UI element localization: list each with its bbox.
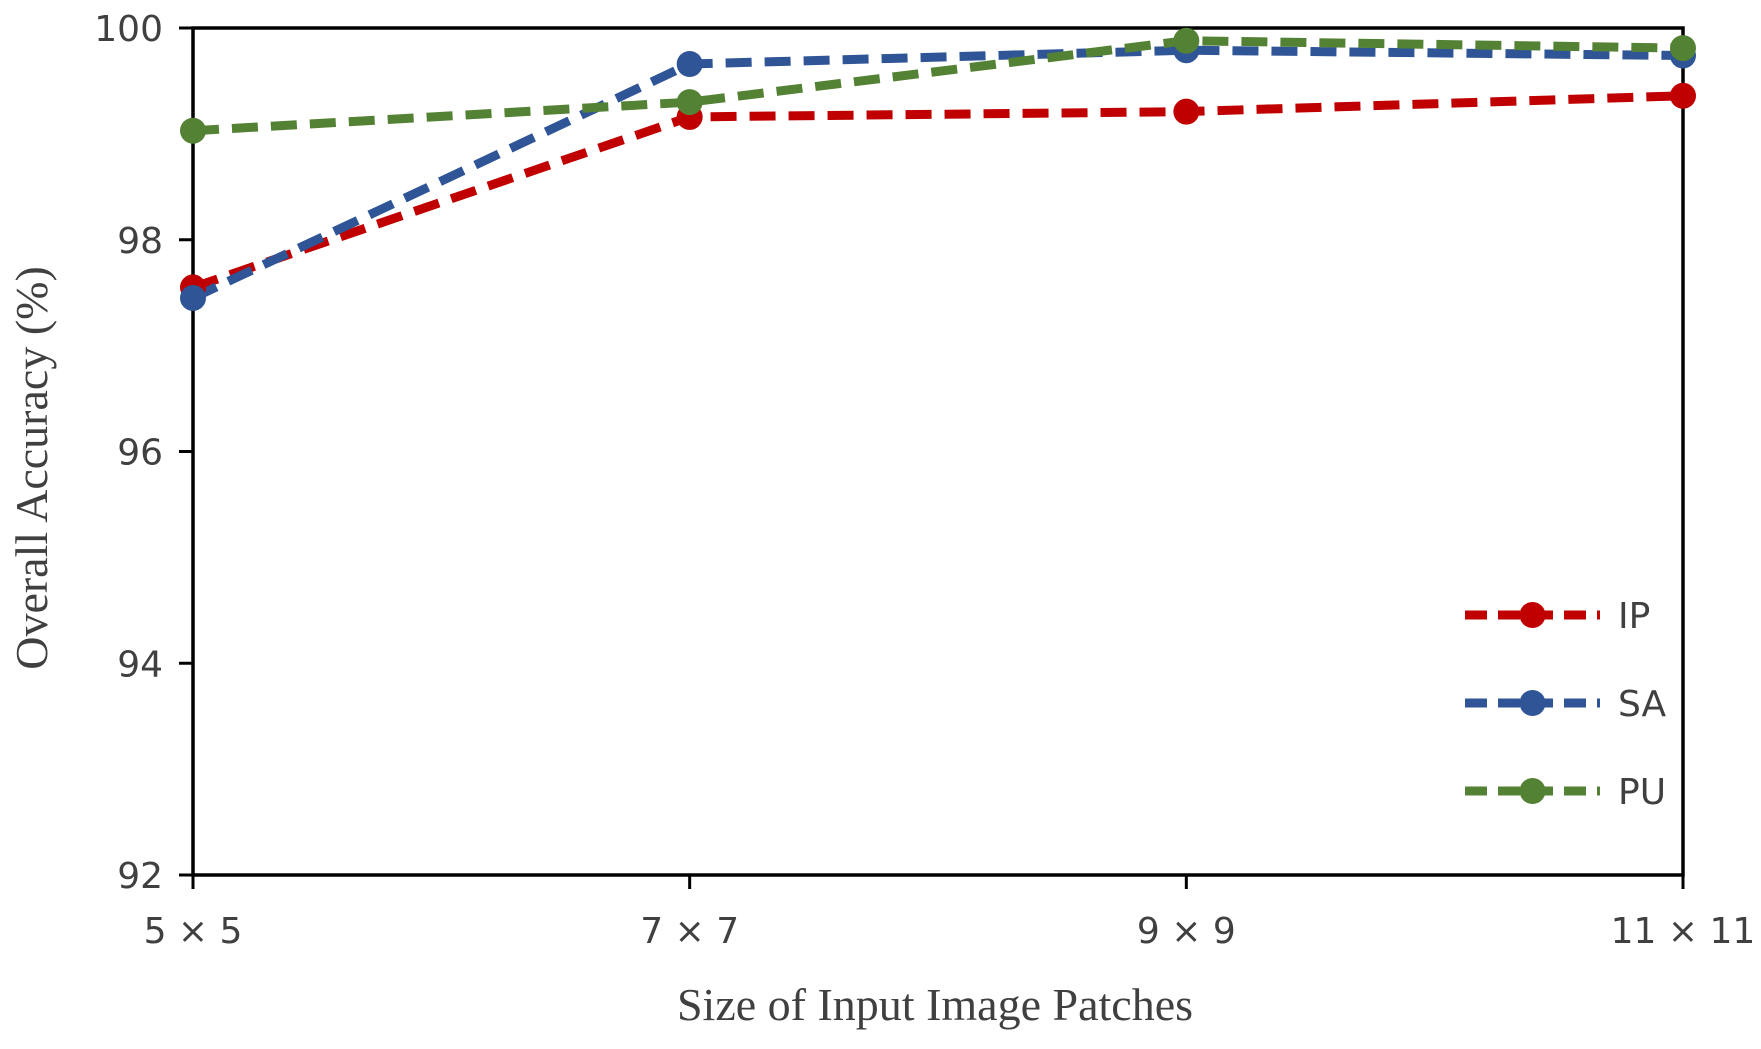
- legend: IP SA PU: [1465, 596, 1667, 813]
- legend-marker-sa: [1519, 690, 1546, 716]
- x-axis-title: Size of Input Image Patches: [677, 979, 1193, 1030]
- legend-label-sa: SA: [1618, 684, 1667, 725]
- x-tick-label: 11 × 11: [1611, 911, 1756, 952]
- data-point-pu: [1670, 35, 1696, 62]
- data-point-ip: [1670, 82, 1696, 109]
- y-axis-title: Overall Accuracy (%): [6, 266, 57, 670]
- x-axis-ticks: 5 × 5 7 × 7 9 × 9 11 × 11: [144, 875, 1756, 952]
- data-point-sa: [676, 50, 703, 77]
- data-point-sa: [180, 284, 206, 311]
- y-tick-label: 94: [117, 644, 163, 685]
- y-tick-label: 92: [117, 856, 163, 897]
- data-point-pu: [676, 89, 703, 116]
- legend-label-pu: PU: [1618, 772, 1666, 813]
- series-line-sa: [191, 45, 1684, 303]
- data-point-ip: [1173, 98, 1200, 125]
- series-layer: [180, 27, 1696, 311]
- x-tick-label: 9 × 9: [1137, 911, 1236, 952]
- y-tick-label: 100: [94, 9, 163, 50]
- legend-label-ip: IP: [1618, 596, 1650, 637]
- legend-marker-ip: [1519, 602, 1546, 628]
- series-line-ip: [191, 91, 1684, 292]
- y-tick-label: 96: [117, 433, 163, 474]
- x-tick-label: 7 × 7: [640, 911, 739, 952]
- data-point-pu: [180, 117, 206, 144]
- series-line-pu: [192, 36, 1684, 136]
- data-point-pu: [1173, 27, 1200, 54]
- x-tick-label: 5 × 5: [144, 911, 243, 952]
- legend-marker-pu: [1519, 778, 1546, 804]
- y-tick-label: 98: [117, 221, 163, 262]
- y-axis-ticks: 92 94 96 98 100: [94, 9, 193, 897]
